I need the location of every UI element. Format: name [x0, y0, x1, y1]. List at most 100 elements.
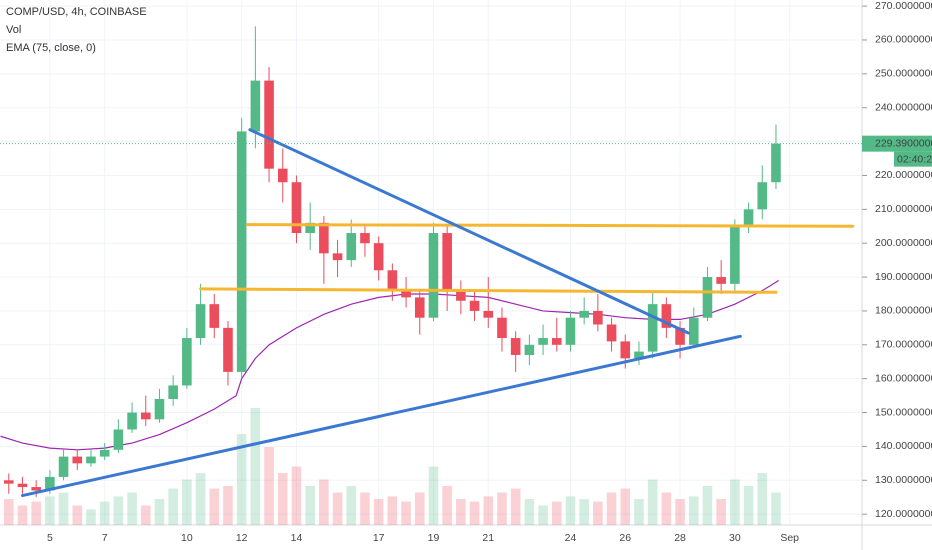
- candle-body: [456, 290, 466, 301]
- candle-body: [31, 487, 41, 491]
- candle-body: [3, 480, 14, 484]
- volume-bar: [757, 473, 768, 525]
- y-tick-label: 120.00000000: [875, 508, 932, 520]
- trend-line: [199, 287, 778, 294]
- candle-body: [565, 317, 576, 345]
- candle-body: [17, 483, 28, 488]
- volume-bar: [58, 492, 69, 525]
- countdown-label: 02:40:21: [897, 153, 932, 165]
- volume-bar: [45, 496, 55, 525]
- volume-bar: [305, 486, 315, 525]
- volume-bar: [565, 496, 576, 525]
- volume-bar: [634, 499, 644, 525]
- candle-body: [291, 182, 302, 234]
- volume-bar: [401, 501, 411, 525]
- candle-body: [510, 338, 521, 355]
- trend-line: [245, 223, 855, 228]
- volume-bar: [236, 434, 247, 525]
- volume-bar: [332, 492, 343, 525]
- volume-bar: [17, 505, 28, 525]
- y-tick-label: 170.00000000: [875, 339, 932, 351]
- candle-body: [497, 317, 507, 339]
- volume-bar: [209, 488, 220, 525]
- candle-body: [154, 399, 165, 420]
- candle-body: [469, 300, 480, 311]
- candle-body: [277, 168, 288, 183]
- x-tick-label: 24: [565, 532, 577, 544]
- volume-bar: [606, 492, 617, 525]
- candle-body: [127, 412, 137, 430]
- candle-body: [743, 209, 754, 227]
- volume-bar: [442, 486, 452, 525]
- y-tick-label: 240.00000000: [875, 101, 932, 113]
- last-price-label: 229.39000000: [875, 137, 932, 149]
- candle-body: [661, 304, 672, 328]
- volume-bar: [469, 501, 480, 525]
- candle-body: [730, 226, 740, 284]
- volume-bar: [538, 505, 548, 525]
- candle-body: [688, 317, 699, 345]
- candle-body: [538, 338, 548, 345]
- volume-bar: [86, 509, 96, 525]
- candle-body: [195, 304, 206, 339]
- volume-bar: [675, 499, 685, 525]
- candle-body: [113, 429, 124, 450]
- y-tick-label: 160.00000000: [875, 372, 932, 384]
- y-tick-label: 150.00000000: [875, 406, 932, 418]
- y-tick-label: 190.00000000: [875, 271, 932, 283]
- y-tick-label: 180.00000000: [875, 305, 932, 317]
- candle-body: [524, 344, 535, 355]
- volume-bar: [743, 486, 754, 525]
- candle-body: [58, 456, 69, 477]
- volume-bar: [99, 501, 110, 525]
- volume-bar: [414, 492, 425, 525]
- candle-body: [606, 324, 617, 342]
- volume-bar: [497, 492, 507, 525]
- volume-bar: [551, 501, 562, 525]
- chart-title: COMP/USD, 4h, COINBASE: [6, 6, 147, 18]
- x-tick-label: 28: [674, 532, 686, 544]
- volume-bar: [579, 499, 589, 525]
- candle-body: [236, 131, 247, 372]
- candle-body: [675, 327, 685, 345]
- x-tick-label: 5: [47, 532, 53, 544]
- candle-body: [634, 351, 644, 359]
- volume-bar: [387, 496, 398, 525]
- candle-body: [647, 304, 658, 352]
- volume-bar: [456, 499, 466, 525]
- candle-body: [593, 310, 603, 325]
- volume-bar: [661, 492, 672, 525]
- candle-body: [250, 80, 261, 132]
- x-tick-label: 12: [236, 532, 248, 544]
- candle-body: [551, 338, 562, 345]
- y-tick-label: 130.00000000: [875, 474, 932, 486]
- last-price-tag: [862, 135, 932, 152]
- x-tick-label: 26: [619, 532, 631, 544]
- ema-legend: EMA (75, close, 0): [6, 42, 96, 54]
- volume-bar: [730, 479, 740, 525]
- candle-body: [387, 270, 398, 291]
- candle-body: [716, 277, 726, 284]
- volume-bar: [702, 486, 713, 525]
- y-tick-label: 200.00000000: [875, 237, 932, 249]
- candle-body: [401, 290, 411, 298]
- candle-body: [757, 182, 768, 210]
- x-tick-label: 30: [729, 532, 741, 544]
- volume-bar: [154, 499, 165, 525]
- candle-body: [346, 233, 357, 261]
- volume-bar: [593, 501, 603, 525]
- y-tick-label: 140.00000000: [875, 440, 932, 452]
- volume-bar: [716, 499, 726, 525]
- volume-bar: [373, 499, 384, 525]
- volume-bar: [195, 473, 206, 525]
- candle-body: [414, 297, 425, 318]
- candle-body: [168, 385, 178, 399]
- volume-bar: [346, 486, 357, 525]
- candle-body: [579, 310, 589, 318]
- candle-body: [620, 341, 631, 359]
- x-tick-label: 7: [102, 532, 108, 544]
- volume-legend: Vol: [6, 24, 21, 36]
- volume-bar: [182, 479, 192, 525]
- candle-body: [182, 338, 192, 386]
